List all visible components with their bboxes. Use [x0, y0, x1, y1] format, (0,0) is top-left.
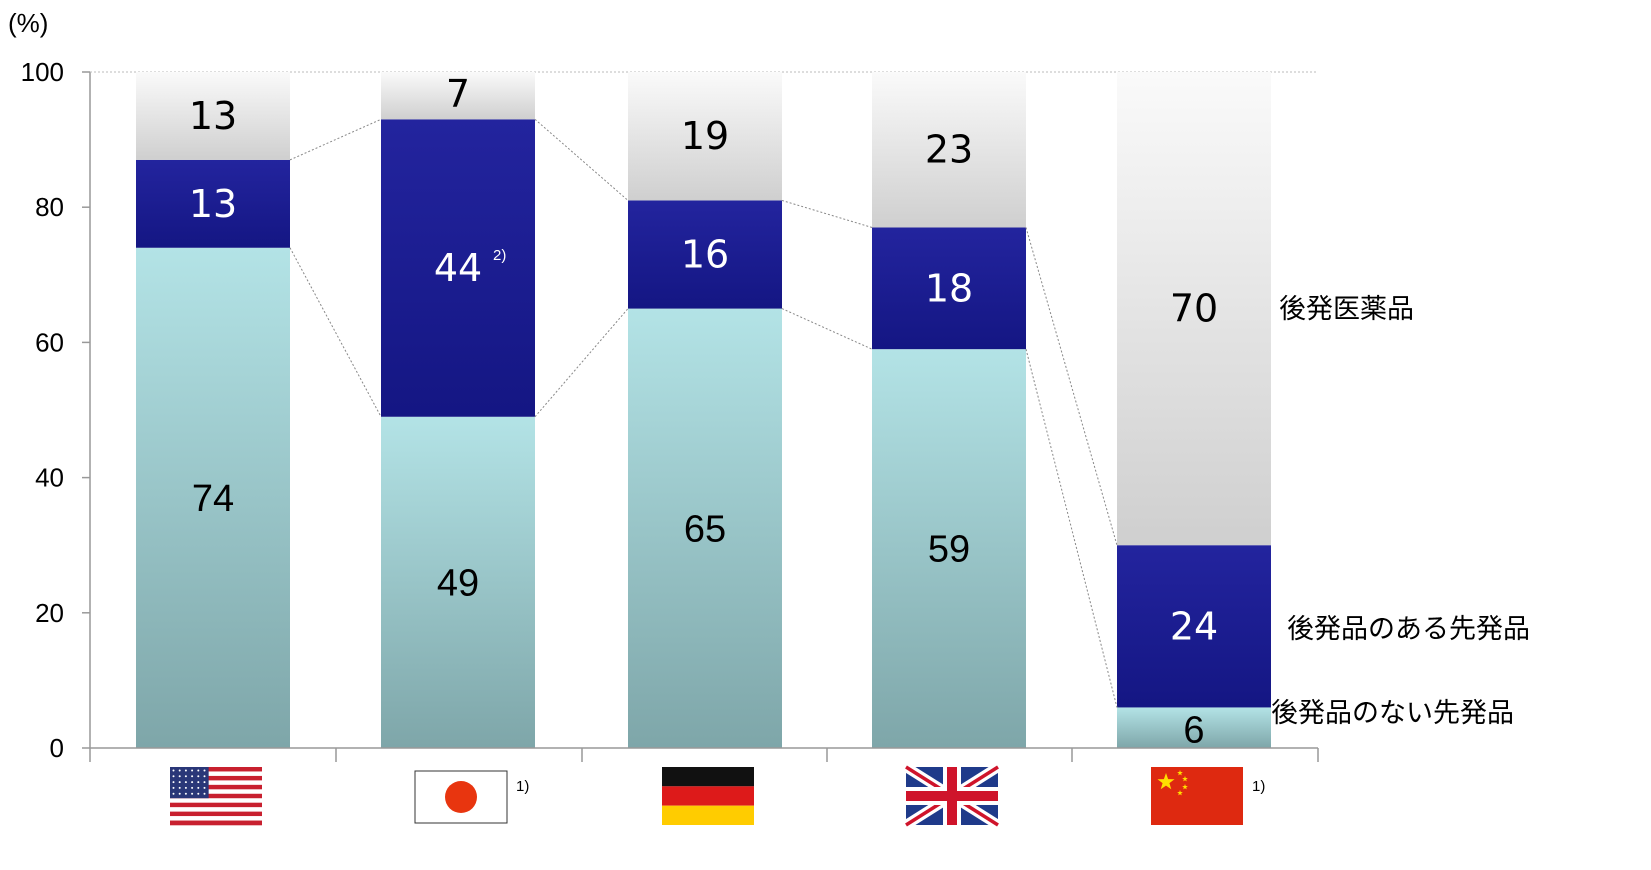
- bar-us-series-2: [136, 72, 290, 160]
- us-flag-icon: [170, 767, 262, 826]
- value-label-germany-series-2: 19: [681, 114, 729, 158]
- country-flags: 1) 1): [170, 762, 1265, 830]
- value-label-germany-series-1: 16: [681, 233, 729, 277]
- value-label-china-series-1: 24: [1170, 604, 1218, 648]
- bar-germany-series-2: [628, 72, 782, 201]
- connector-line: [1025, 227, 1118, 546]
- connector-line: [289, 118, 382, 161]
- x-axis: [89, 747, 1319, 762]
- bar-us-series-1: [136, 159, 290, 248]
- value-footnote: 2): [493, 247, 506, 264]
- value-label-japan-series-2: 7: [446, 72, 470, 116]
- bars: [136, 72, 1271, 748]
- value-label-germany-series-0: 65: [684, 508, 726, 550]
- bar-china-series-2: [1117, 72, 1271, 546]
- bar-uk-series-0: [872, 349, 1026, 748]
- y-tick-label: 100: [21, 57, 64, 87]
- bar-japan-series-0: [381, 416, 535, 748]
- connector-line: [781, 308, 873, 350]
- bar-japan-series-2: [381, 72, 535, 120]
- connector-line: [781, 199, 873, 228]
- flag-footnote: 1): [516, 778, 529, 795]
- y-tick-label: 40: [35, 463, 64, 493]
- japan-flag-icon: [414, 770, 508, 824]
- value-label-china-series-0: 6: [1183, 709, 1204, 751]
- value-label-us-series-2: 13: [189, 94, 237, 138]
- y-tick-label: 80: [35, 192, 64, 222]
- value-label-japan-series-0: 49: [437, 562, 479, 604]
- legend-label-series-1: 後発品のある先発品: [1287, 614, 1530, 645]
- bar-uk-series-2: [872, 72, 1026, 228]
- connector-line: [534, 308, 629, 418]
- value-label-us-series-0: 74: [192, 478, 234, 520]
- bar-germany-series-1: [628, 200, 782, 309]
- germany-flag-icon: [662, 767, 754, 825]
- bar-germany-series-0: [628, 308, 782, 748]
- connector-line: [534, 118, 629, 201]
- legend-label-series-0: 後発品のない先発品: [1271, 698, 1514, 729]
- bar-japan-series-1: [381, 119, 535, 417]
- y-axis: 0 20 40 60 80 100: [21, 57, 1318, 763]
- y-tick-label: 0: [50, 733, 64, 763]
- connector-lines: [289, 118, 1118, 708]
- bar-china-series-0: [1117, 707, 1271, 748]
- value-label-us-series-1: 13: [189, 182, 237, 226]
- value-label-uk-series-2: 23: [925, 128, 973, 172]
- bar-us-series-0: [136, 247, 290, 748]
- value-label-uk-series-0: 59: [928, 529, 970, 571]
- bar-china-series-1: [1117, 545, 1271, 708]
- connector-line: [289, 247, 382, 417]
- y-tick-label: 20: [35, 598, 64, 628]
- uk-flag-icon: [903, 762, 1001, 830]
- flag-footnote: 1): [1252, 778, 1265, 795]
- value-labels: 74 13 13 49 44 2) 7 65 16 19 59 18 23 6 24 70: [189, 72, 1218, 751]
- value-label-uk-series-1: 18: [925, 266, 973, 310]
- y-tick-label: 60: [35, 327, 64, 357]
- y-axis-unit-label: (%): [8, 8, 48, 38]
- value-label-japan-series-1: 44: [434, 246, 482, 290]
- connector-line: [1025, 349, 1118, 708]
- value-label-china-series-2: 70: [1170, 287, 1218, 331]
- bar-uk-series-1: [872, 227, 1026, 350]
- china-flag-icon: [1151, 767, 1243, 825]
- legend-label-series-2: 後発医薬品: [1279, 294, 1414, 325]
